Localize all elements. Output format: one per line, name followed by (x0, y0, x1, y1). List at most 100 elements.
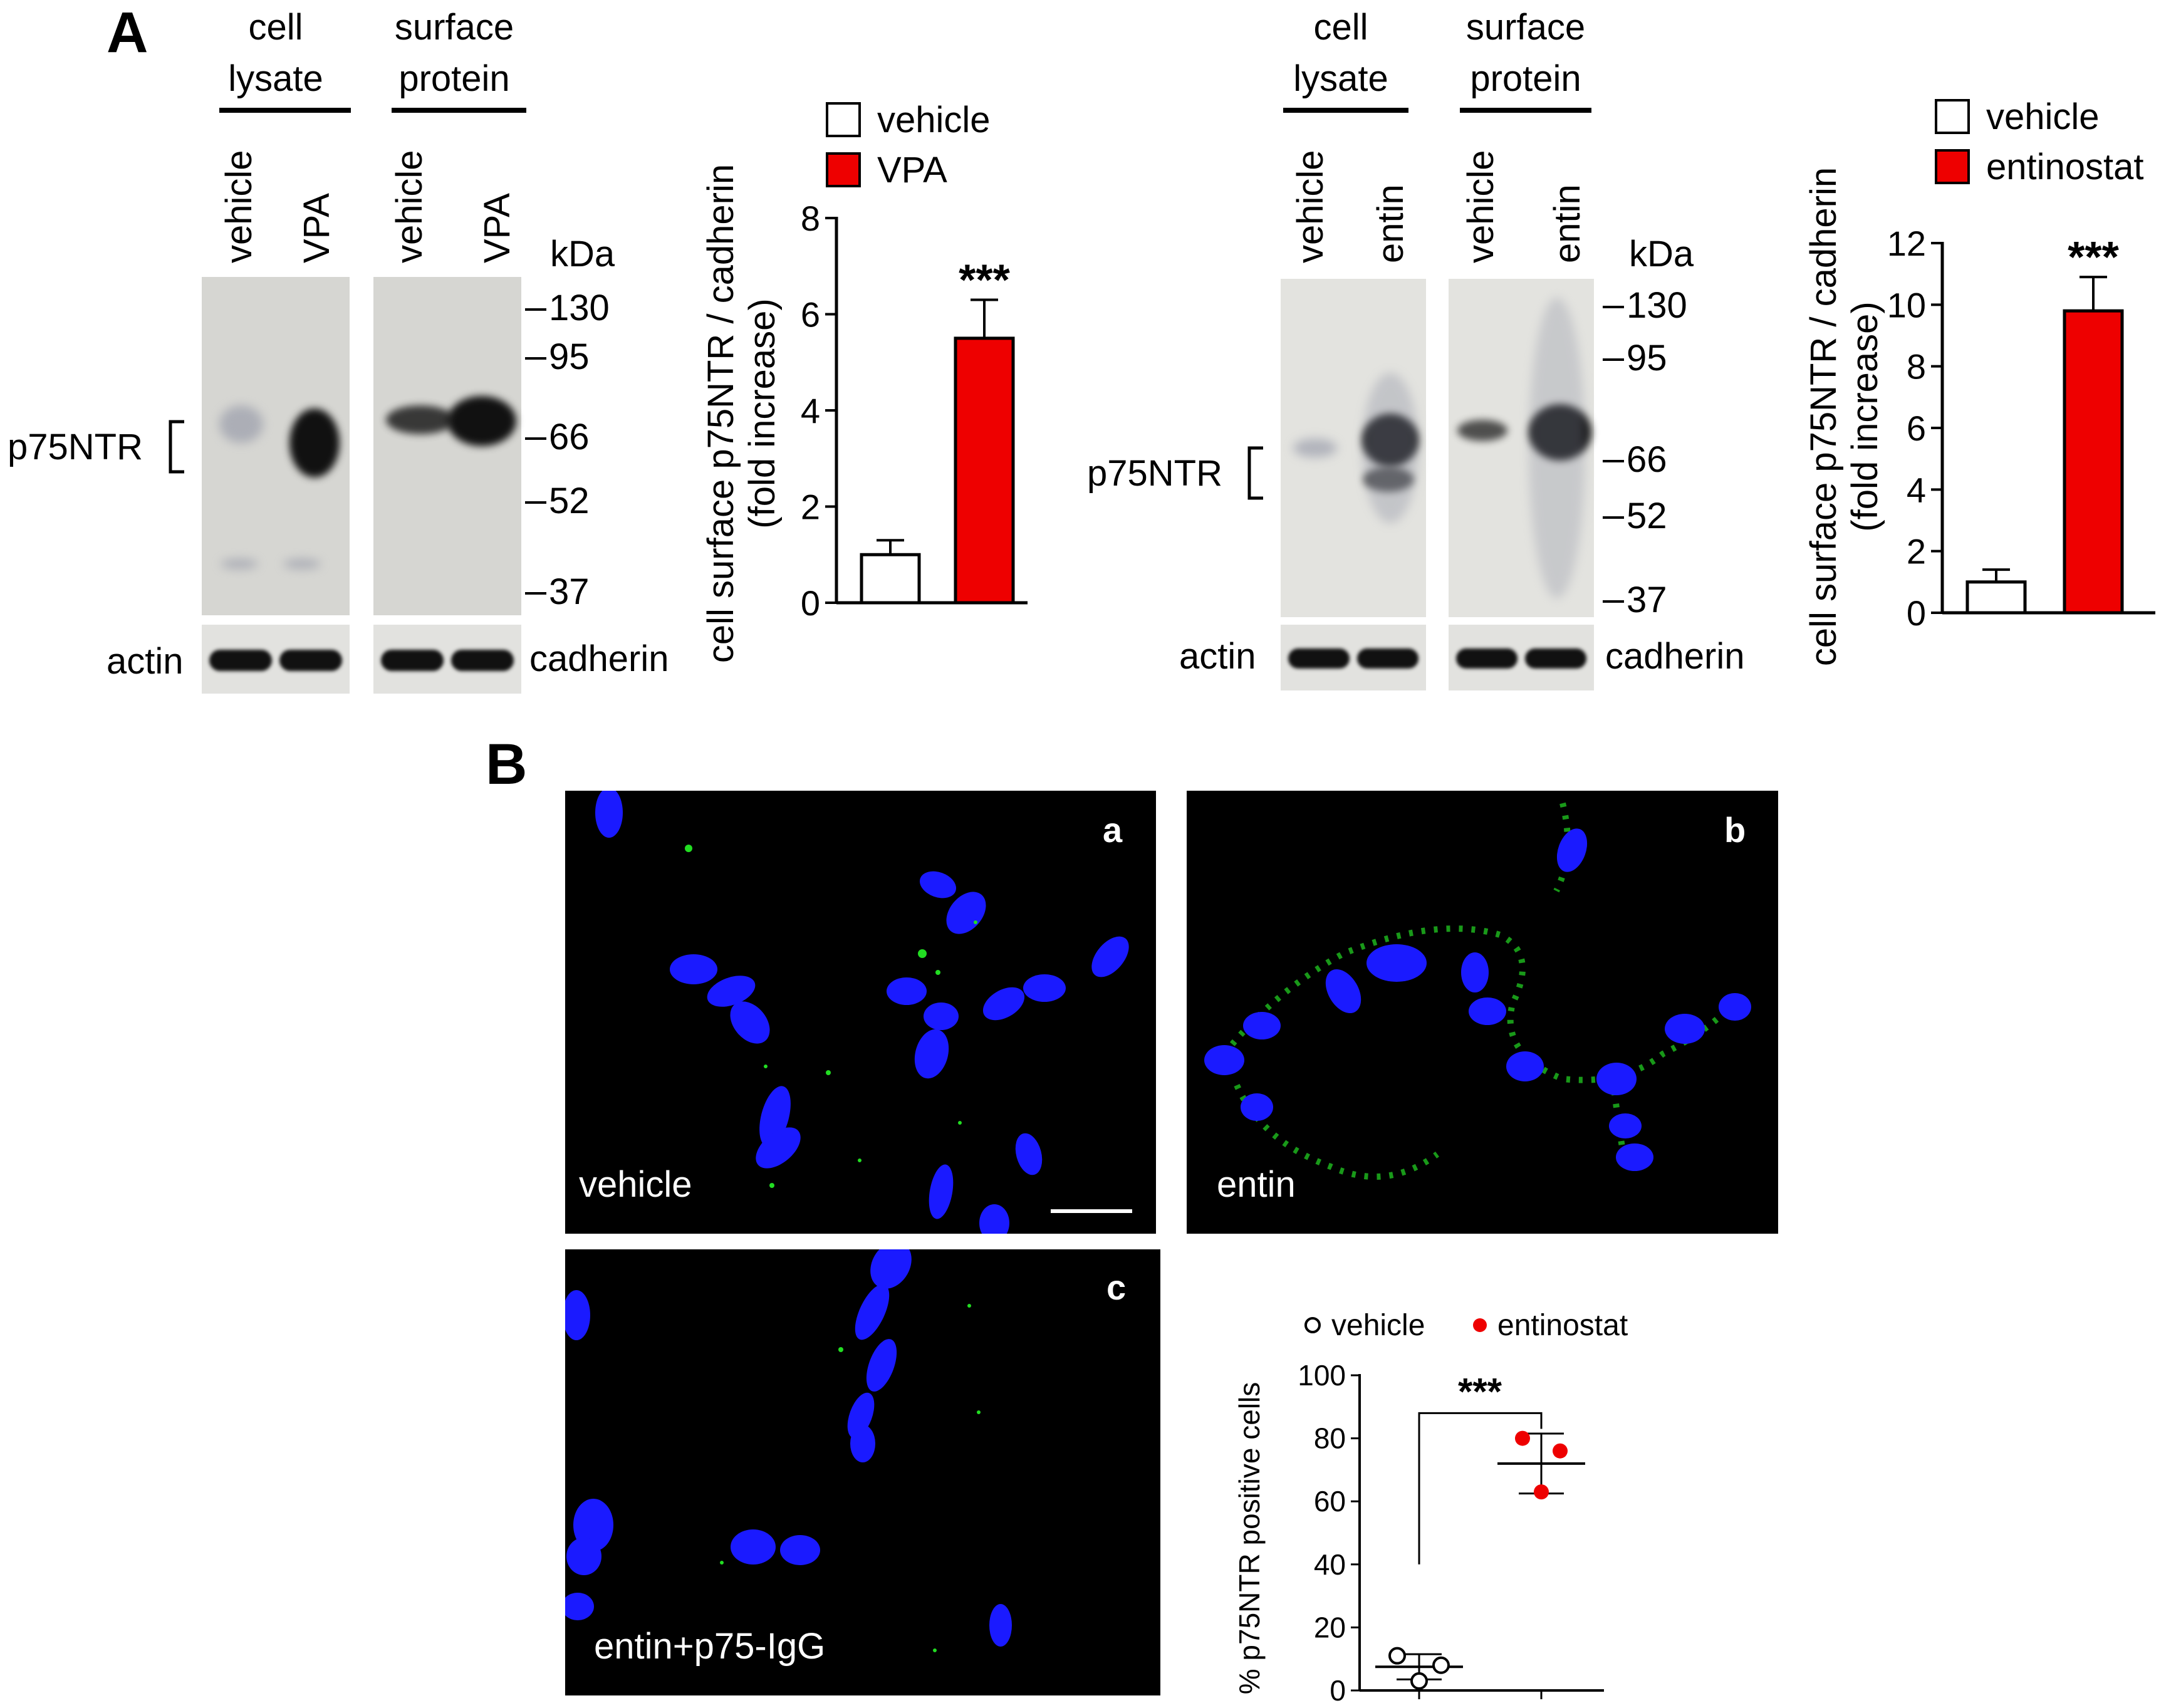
bar (860, 553, 921, 605)
y-tick-label: 60 (1314, 1485, 1346, 1518)
micrograph-c: c entin+p75-IgG (565, 1249, 1160, 1695)
marker-label: 130 (549, 288, 610, 328)
legend-label: vehicle (1331, 1309, 1425, 1342)
cadherin-strip (373, 625, 521, 694)
data-point (1534, 1484, 1549, 1500)
marker-tick (1603, 600, 1624, 603)
image-corner-label: c (1106, 1268, 1127, 1307)
y-tick-label: 80 (1314, 1422, 1346, 1455)
group-label-lysate: lysate (1293, 58, 1388, 99)
kda-label: kDa (550, 234, 615, 274)
lane-label: vehicle (389, 150, 430, 263)
marker-tick (525, 592, 546, 595)
group-label-protein: protein (1470, 58, 1581, 99)
lane-label: vehicle (1460, 150, 1501, 263)
micrograph-a: a vehicle (565, 791, 1156, 1234)
y-tick-label: 20 (1314, 1611, 1346, 1643)
legend-swatch (826, 102, 861, 137)
lane-label: entin (1547, 184, 1588, 263)
marker-label: 66 (1627, 439, 1667, 480)
data-point (1553, 1443, 1568, 1459)
legend-label: vehicle (877, 100, 991, 140)
y-axis-label: % p75NTR positive cells (1233, 1382, 1266, 1695)
marker-tick (1603, 516, 1624, 519)
marker-label: 130 (1627, 285, 1687, 326)
y-axis-label: cell surface p75NTR / cadherin (1803, 167, 1844, 666)
y-axis-label: (fold increase) (1845, 301, 1885, 531)
legend-label: entinostat (1986, 147, 2144, 187)
marker-tick (1603, 306, 1624, 308)
marker-tick (525, 308, 546, 311)
panel-a-letter: A (107, 1, 148, 65)
legend-marker (1473, 1318, 1487, 1332)
marker-label: 66 (549, 417, 590, 457)
control-label-actin: actin (107, 641, 184, 682)
marker-label: 37 (549, 571, 590, 612)
micrograph-b: b entin (1187, 791, 1778, 1234)
cadherin-strip (1449, 625, 1594, 690)
control-label-cadherin: cadherin (529, 638, 669, 679)
y-tick-label: 6 (1907, 409, 1926, 448)
lane-label: VPA (477, 193, 518, 263)
actin-strip (1281, 625, 1426, 690)
group-underline-protein (392, 108, 526, 113)
y-tick-label: 4 (1907, 470, 1926, 509)
group-label-cell: cell (248, 7, 303, 48)
lane-label: entin (1370, 184, 1411, 263)
y-tick-label: 10 (1887, 285, 1926, 325)
image-condition-label: entin+p75-IgG (594, 1626, 826, 1667)
blot-lysate (1281, 279, 1426, 617)
image-condition-label: vehicle (579, 1164, 692, 1205)
significance-marker: *** (2068, 232, 2119, 281)
y-tick-label: 2 (801, 487, 820, 527)
data-point (1515, 1430, 1530, 1446)
group-label-protein: protein (398, 58, 510, 99)
significance-bracket (1418, 1412, 1543, 1565)
scatter-chart-positive-cells: vehicle entinostat 0 20 40 60 80 100 % p75NTR po… (1233, 1309, 1628, 1707)
lane-label: VPA (296, 193, 337, 263)
y-tick-label: 8 (1907, 347, 1926, 387)
marker-tick (525, 501, 546, 504)
y-tick-label: 40 (1314, 1548, 1346, 1581)
image-corner-label: b (1724, 810, 1746, 850)
y-tick-label: 0 (1330, 1674, 1346, 1707)
marker-label: 37 (1627, 580, 1667, 620)
blot-surface (373, 277, 521, 615)
group-underline-protein (1460, 108, 1591, 113)
blot-surface (1449, 279, 1594, 617)
actin-strip (202, 625, 350, 694)
blot-lysate (202, 277, 350, 615)
y-axis-label: cell surface p75NTR / cadherin (700, 164, 741, 663)
bar-chart-vpa: vehicle VPA 0 2 4 6 8 cell surface p75NTR / cad… (700, 100, 1028, 663)
group-label-surface: surface (1465, 7, 1586, 48)
y-tick-label: 0 (1907, 593, 1926, 633)
bar (2063, 309, 2124, 615)
significance-marker: *** (959, 255, 1010, 304)
group-label-lysate: lysate (228, 58, 323, 99)
control-label-cadherin: cadherin (1605, 636, 1745, 677)
legend-label: VPA (877, 150, 947, 190)
y-tick-label: 6 (801, 295, 820, 335)
group-underline-lysate (1283, 108, 1408, 113)
bar (1965, 580, 2027, 615)
marker-label: 95 (549, 336, 590, 377)
group-underline-lysate (219, 108, 351, 113)
marker-tick (525, 437, 546, 440)
marker-tick (1603, 460, 1624, 462)
significance-marker: *** (1458, 1370, 1502, 1412)
y-tick-label: 0 (801, 583, 820, 623)
panel-b-letter: B (486, 732, 528, 796)
legend-label: entinostat (1497, 1309, 1628, 1342)
y-tick-label: 12 (1887, 224, 1926, 263)
image-corner-label: a (1103, 810, 1123, 850)
legend-swatch (826, 152, 861, 187)
image-condition-label: entin (1217, 1164, 1296, 1205)
data-point (1410, 1672, 1428, 1690)
y-tick-label: 100 (1298, 1359, 1346, 1392)
marker-tick (1603, 358, 1624, 361)
group-label-cell: cell (1313, 7, 1368, 48)
legend-swatch (1935, 99, 1970, 134)
control-label-actin: actin (1179, 636, 1256, 677)
data-point (1388, 1647, 1406, 1665)
band-bracket (1247, 446, 1263, 500)
